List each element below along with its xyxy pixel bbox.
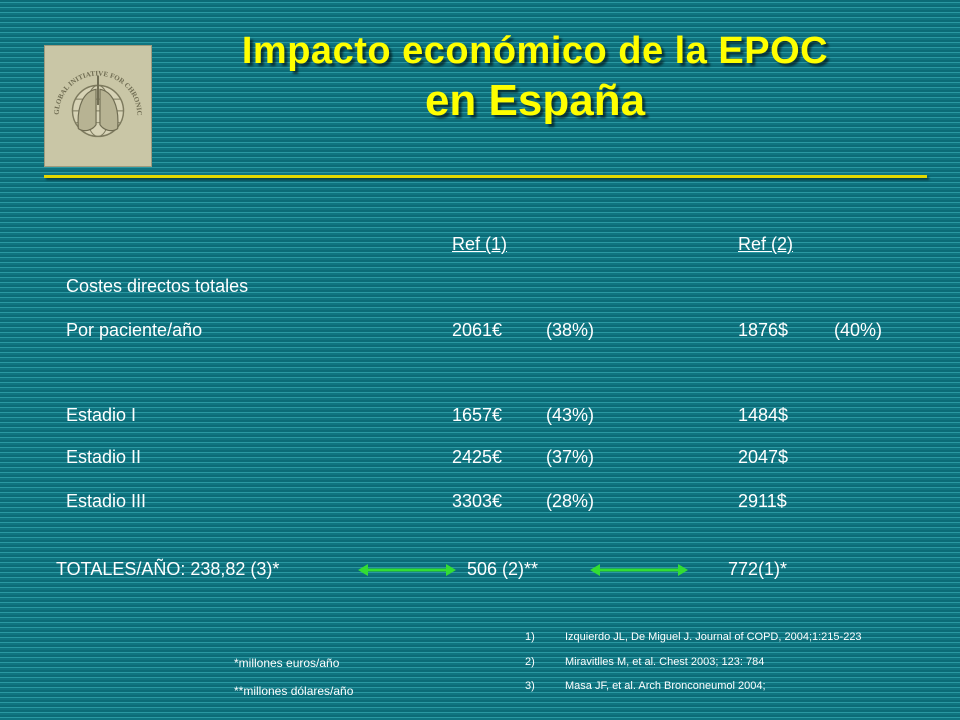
row-label: Por paciente/año (66, 320, 203, 340)
section-label: Costes directos totales (66, 276, 249, 296)
page-title-line-1: Impacto económico de la EPOC (241, 30, 829, 72)
row-ref2-value: 1484$ (738, 405, 789, 425)
row-ref1-pct: (37%) (546, 447, 595, 467)
row-ref1-value: 1657€ (452, 405, 503, 425)
row-label: Estadio I (66, 405, 137, 425)
footnote-dollars: **millones dólares/año (234, 684, 354, 698)
row-ref2-value: 2911$ (738, 491, 787, 511)
row-ref1-value: 2061€ (452, 320, 503, 340)
row-ref2-value: 1876$ (738, 320, 789, 340)
reference-text: Miravitlles M, et al. Chest 2003; 123: 7… (565, 656, 765, 668)
reference-number: 1) (525, 631, 535, 643)
row-ref1-value: 3303€ (452, 491, 503, 511)
row-ref1-pct: (43%) (546, 405, 595, 425)
row-ref2-value: 2047$ (738, 447, 789, 467)
row-ref1-pct: (28%) (546, 491, 595, 511)
totals-label: TOTALES/AÑO: 238,82 (3)* (56, 559, 280, 579)
totals-middle: 506 (2)** (467, 559, 539, 579)
totals-right: 772(1)* (728, 559, 788, 579)
gold-logo: GLOBAL INITIATIVE FOR CHRONIC OBSTRUCTIV… (44, 45, 152, 167)
reference-text: Masa JF, et al. Arch Bronconeumol 2004; (565, 680, 766, 692)
row-label: Estadio II (66, 447, 142, 467)
row-ref1-pct: (38%) (546, 320, 595, 340)
header-ref-1: Ref (1) (452, 234, 508, 254)
footnote-euros: *millones euros/año (234, 656, 340, 670)
double-arrow-icon (358, 564, 456, 576)
lungs-globe-icon: GLOBAL INITIATIVE FOR CHRONIC OBSTRUCTIV… (45, 46, 143, 138)
row-ref1-value: 2425€ (452, 447, 503, 467)
title-divider (44, 175, 927, 178)
header-ref-2: Ref (2) (738, 234, 794, 254)
reference-number: 3) (525, 680, 535, 692)
row-ref2-pct: (40%) (834, 320, 883, 340)
double-arrow-icon (590, 564, 688, 576)
reference-number: 2) (525, 656, 535, 668)
reference-text: Izquierdo JL, De Miguel J. Journal of CO… (565, 631, 862, 643)
row-label: Estadio III (66, 491, 147, 511)
page-title-line-2: en España (424, 76, 646, 125)
